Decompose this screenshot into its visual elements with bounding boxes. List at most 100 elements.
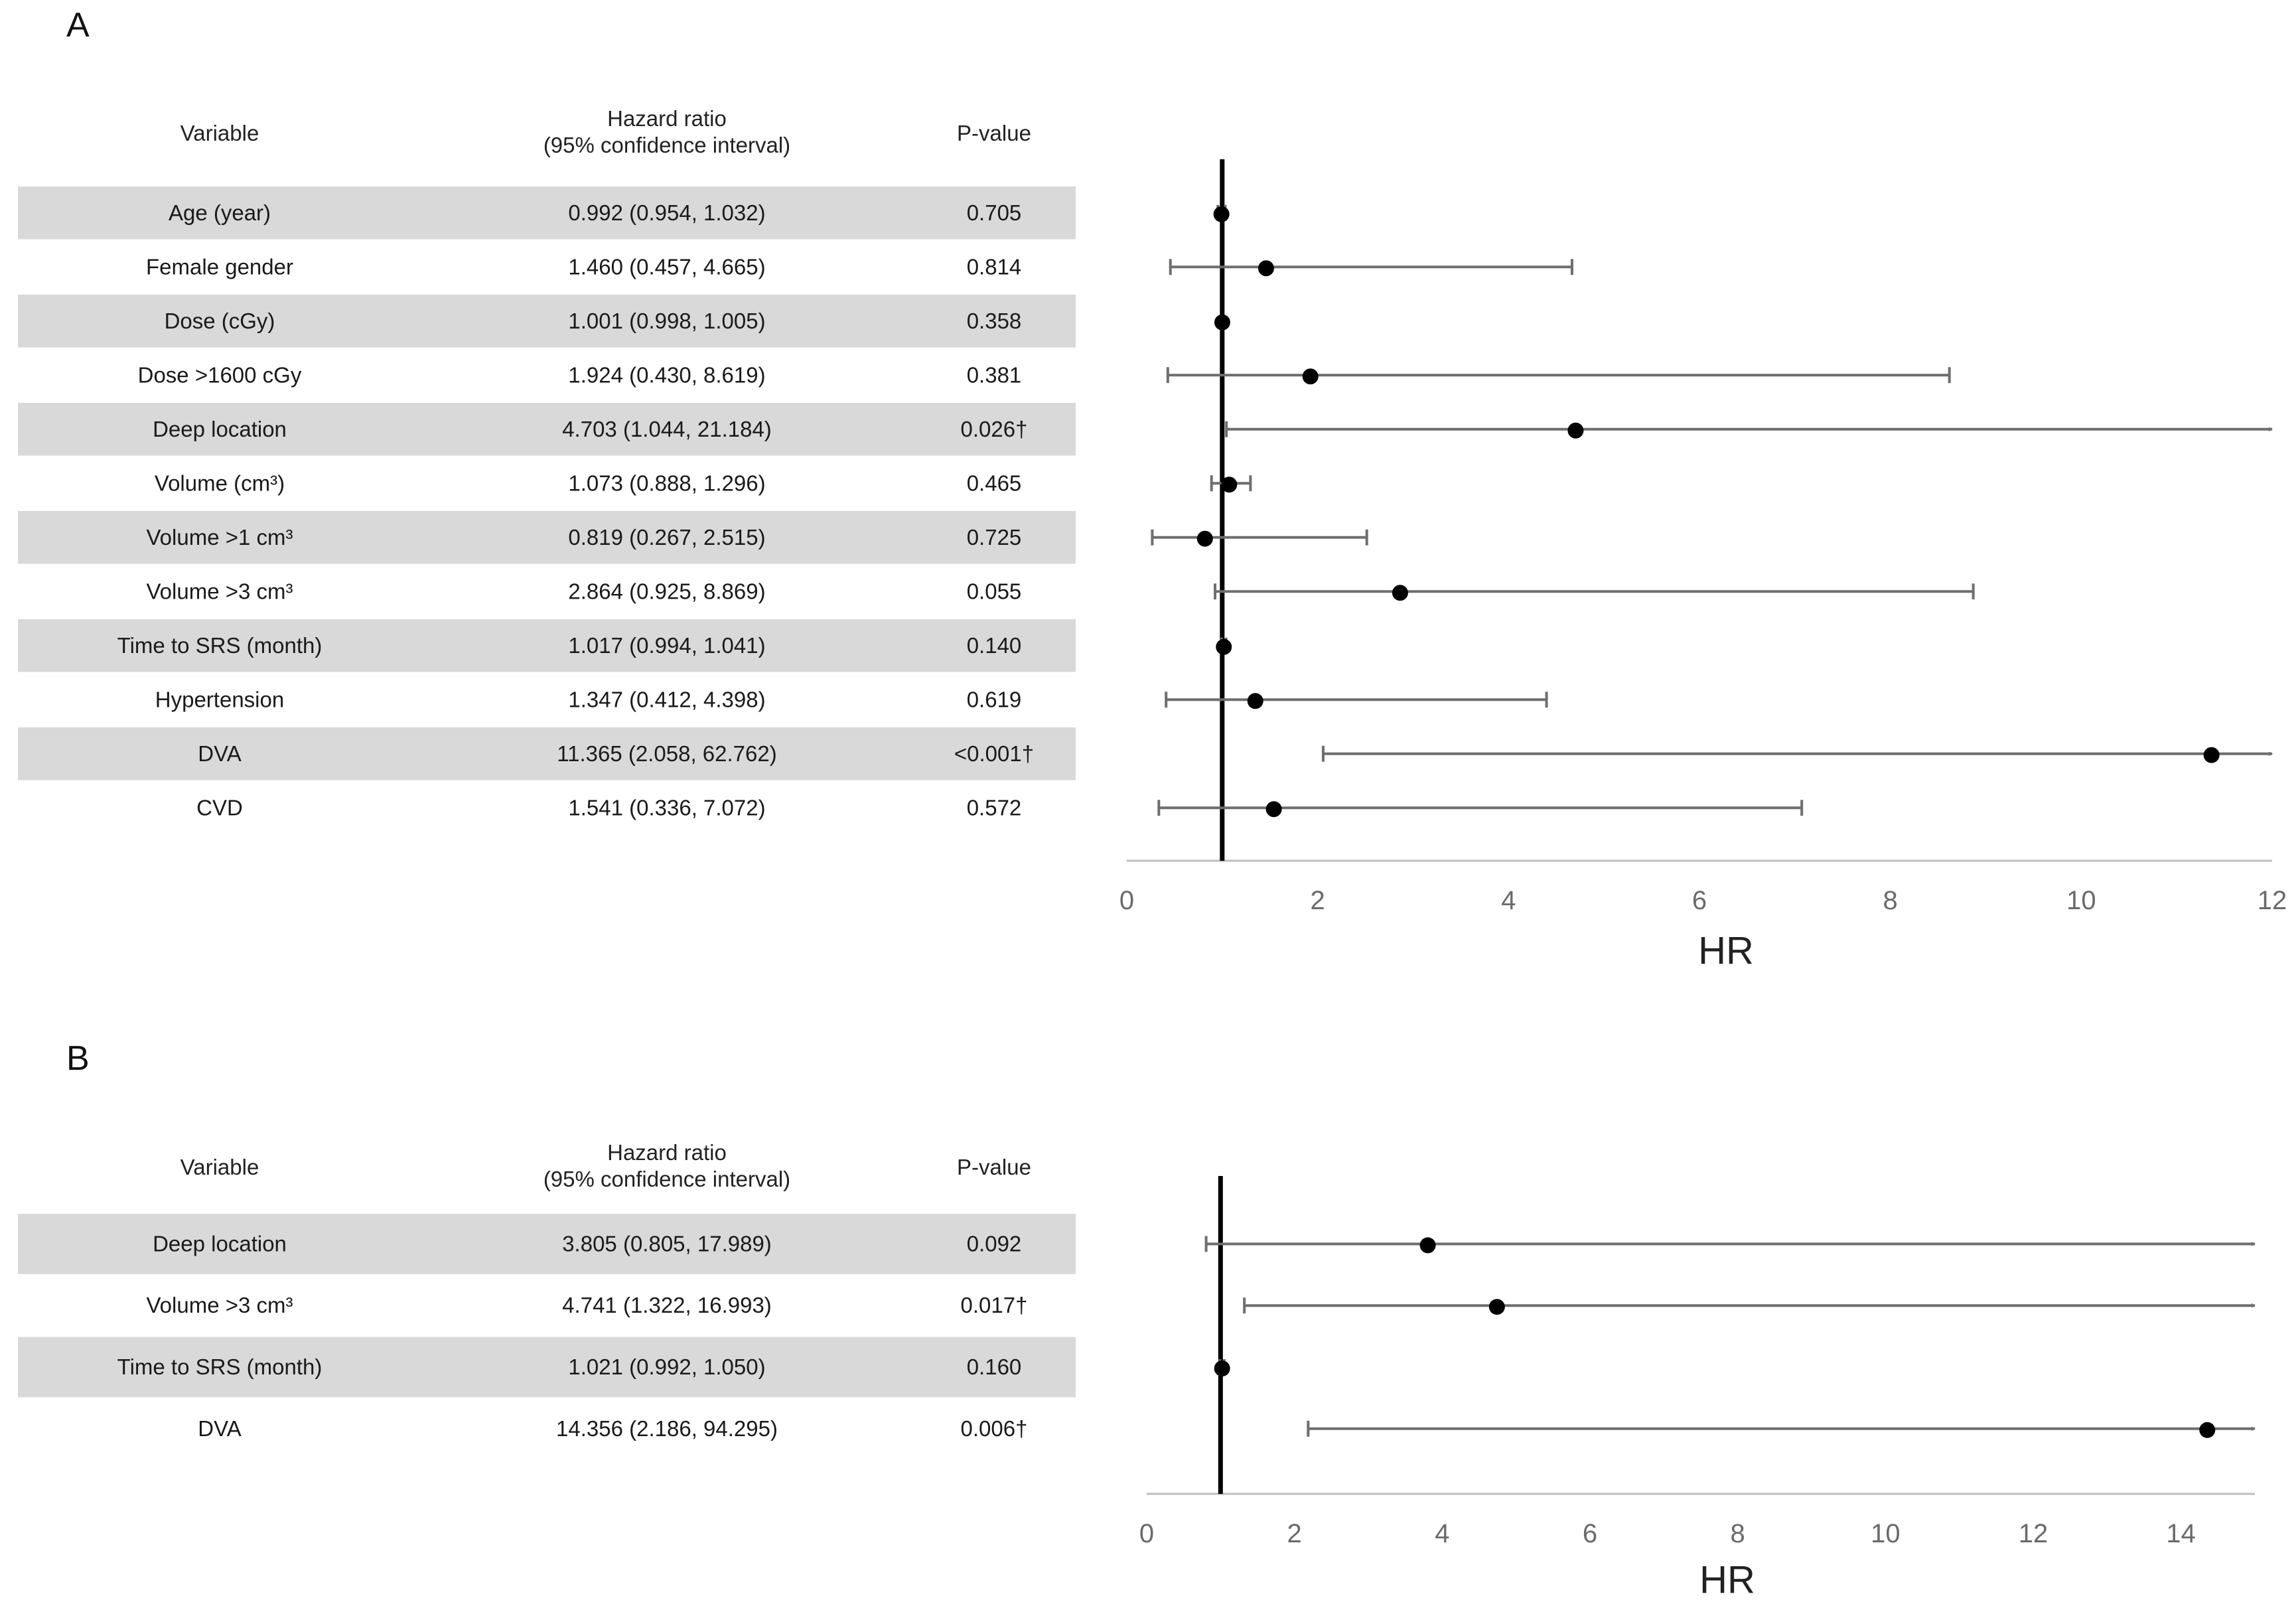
p-value-cell: 0.055 <box>967 579 1022 603</box>
table-row: Time to SRS (month) 1.021 (0.992, 1.050) 0… <box>117 1355 1230 1379</box>
x-tick-label: 0 <box>1119 886 1134 915</box>
p-value-cell: 0.572 <box>967 795 1022 820</box>
panel-label: A <box>66 6 90 44</box>
table-row: Volume >1 cm³ 0.819 (0.267, 2.515) 0.725 <box>146 525 1368 550</box>
row-band <box>18 403 1076 456</box>
hazard-ratio-point <box>1214 1360 1230 1376</box>
p-value-cell: <0.001† <box>954 741 1034 766</box>
variable-cell: Dose (cGy) <box>165 309 275 333</box>
table-row: Time to SRS (month) 1.017 (0.994, 1.041) 0… <box>117 633 1232 658</box>
x-axis-title: HR <box>1699 1558 1755 1601</box>
header-variable: Variable <box>180 1155 259 1179</box>
p-value-cell: 0.026† <box>961 417 1028 441</box>
table-row: DVA 11.365 (2.058, 62.762) <0.001† <box>198 741 2272 766</box>
header-p-value: P-value <box>957 1155 1031 1179</box>
hazard-ratio-point <box>1488 1299 1505 1315</box>
x-axis-title: HR <box>1698 929 1754 972</box>
x-tick-label: 8 <box>1731 1519 1745 1548</box>
variable-cell: Dose >1600 cGy <box>138 362 302 387</box>
hazard-ratio-cell: 3.805 (0.805, 17.989) <box>562 1231 772 1256</box>
table-row: Dose >1600 cGy 1.924 (0.430, 8.619) 0.381 <box>138 362 1951 387</box>
variable-cell: Time to SRS (month) <box>117 633 323 658</box>
variable-cell: Age (year) <box>169 200 271 225</box>
table-row: Hypertension 1.347 (0.412, 4.398) 0.619 <box>155 687 1548 711</box>
hazard-ratio-point <box>1221 477 1238 493</box>
x-tick-label: 8 <box>1883 886 1898 915</box>
variable-cell: CVD <box>196 795 243 820</box>
x-tick-label: 12 <box>2019 1519 2048 1548</box>
hazard-ratio-cell: 1.073 (0.888, 1.296) <box>568 471 765 495</box>
variable-cell: Hypertension <box>155 687 284 711</box>
hazard-ratio-point <box>1257 260 1274 277</box>
table-row: Volume (cm³) 1.073 (0.888, 1.296) 0.465 <box>155 471 1252 495</box>
variable-cell: Time to SRS (month) <box>117 1355 323 1379</box>
hazard-ratio-point <box>1265 801 1282 818</box>
p-value-cell: 0.705 <box>967 200 1022 225</box>
table-row: Female gender 1.460 (0.457, 4.665) 0.814 <box>146 254 1573 279</box>
p-value-cell: 0.465 <box>967 471 1022 495</box>
p-value-cell: 0.381 <box>967 362 1022 387</box>
header-hazard-ratio: Hazard ratio <box>607 1140 727 1165</box>
header-ci: (95% confidence interval) <box>543 1167 790 1191</box>
variable-cell: DVA <box>198 1416 241 1441</box>
hazard-ratio-cell: 11.365 (2.058, 62.762) <box>557 741 776 766</box>
hazard-ratio-cell: 0.819 (0.267, 2.515) <box>568 525 765 550</box>
x-tick-label: 4 <box>1435 1519 1449 1548</box>
hazard-ratio-cell: 4.741 (1.322, 16.993) <box>562 1293 772 1317</box>
p-value-cell: 0.017† <box>961 1293 1028 1317</box>
hazard-ratio-cell: 0.992 (0.954, 1.032) <box>568 200 765 225</box>
hazard-ratio-point <box>1196 530 1213 547</box>
variable-cell: Volume >1 cm³ <box>146 525 293 550</box>
panel-label: B <box>66 1039 90 1078</box>
table-row: Volume >3 cm³ 4.741 (1.322, 16.993) 0.017† <box>146 1293 2255 1317</box>
x-tick-label: 12 <box>2258 886 2287 915</box>
table-row: Deep location 3.805 (0.805, 17.989) 0.092 <box>153 1231 2255 1256</box>
row-band <box>18 727 1076 780</box>
p-value-cell: 0.814 <box>967 254 1022 279</box>
hazard-ratio-point <box>2203 747 2220 763</box>
table-row: Dose (cGy) 1.001 (0.998, 1.005) 0.358 <box>165 309 1230 333</box>
hazard-ratio-point <box>1302 368 1319 385</box>
x-tick-label: 6 <box>1692 886 1707 915</box>
hazard-ratio-point <box>2199 1422 2216 1438</box>
row-band <box>18 295 1076 348</box>
hazard-ratio-cell: 1.021 (0.992, 1.050) <box>568 1355 765 1379</box>
hazard-ratio-cell: 1.017 (0.994, 1.041) <box>568 633 765 658</box>
hazard-ratio-point <box>1392 585 1408 601</box>
hazard-ratio-cell: 1.541 (0.336, 7.072) <box>568 795 765 820</box>
hazard-ratio-cell: 1.460 (0.457, 4.665) <box>568 254 765 279</box>
variable-cell: Volume >3 cm³ <box>146 1293 293 1317</box>
variable-cell: Deep location <box>153 1231 287 1256</box>
table-row: Volume >3 cm³ 2.864 (0.925, 8.869) 0.055 <box>146 579 1975 603</box>
p-value-cell: 0.358 <box>967 309 1022 333</box>
table-row: Deep location 4.703 (1.044, 21.184) 0.026† <box>153 417 2272 441</box>
panel-a: A Variable Hazard ratio(95% confidence int… <box>18 6 2287 972</box>
hazard-ratio-point <box>1247 693 1263 709</box>
p-value-cell: 0.092 <box>967 1231 1022 1256</box>
p-value-cell: 0.140 <box>967 633 1022 658</box>
row-band <box>18 1214 1076 1274</box>
hazard-ratio-cell: 1.347 (0.412, 4.398) <box>568 687 765 711</box>
hazard-ratio-cell: 2.864 (0.925, 8.869) <box>568 579 765 603</box>
hazard-ratio-cell: 14.356 (2.186, 94.295) <box>556 1416 778 1441</box>
header-p-value: P-value <box>957 121 1031 145</box>
hazard-ratio-point <box>1419 1237 1436 1254</box>
row-band <box>18 186 1076 240</box>
hazard-ratio-point <box>1214 314 1230 331</box>
x-tick-label: 10 <box>1871 1519 1901 1548</box>
variable-cell: Deep location <box>153 417 287 441</box>
p-value-cell: 0.160 <box>967 1355 1022 1379</box>
row-band <box>18 1337 1076 1398</box>
p-value-cell: 0.006† <box>961 1416 1028 1441</box>
p-value-cell: 0.619 <box>967 687 1022 711</box>
hazard-ratio-cell: 1.924 (0.430, 8.619) <box>568 362 765 387</box>
p-value-cell: 0.725 <box>967 525 1022 550</box>
variable-cell: Volume >3 cm³ <box>146 579 293 603</box>
hazard-ratio-point <box>1567 422 1584 439</box>
x-tick-label: 14 <box>2166 1519 2196 1548</box>
variable-cell: Female gender <box>146 254 293 279</box>
panel-b: B Variable Hazard ratio(95% confidence int… <box>18 1039 2255 1601</box>
hazard-ratio-point <box>1216 638 1232 655</box>
x-tick-label: 0 <box>1139 1519 1154 1548</box>
